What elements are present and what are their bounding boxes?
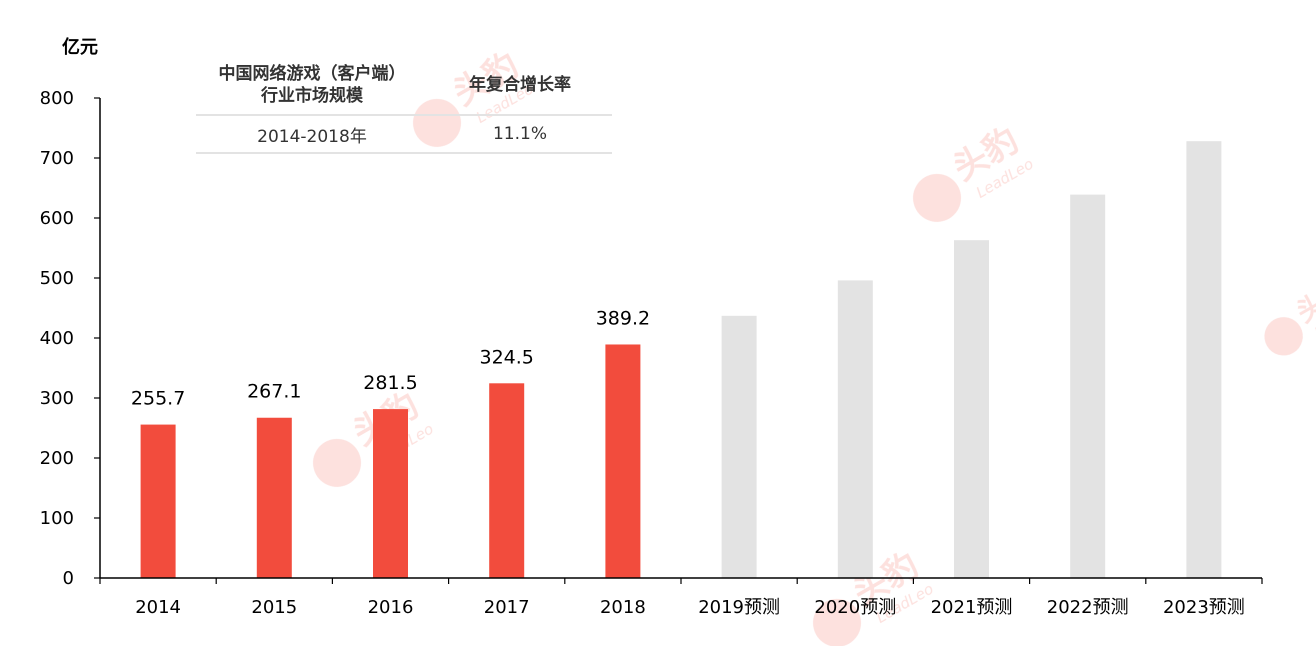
- cagr-header-market-size-line1: 中国网络游戏（客户端）: [218, 64, 406, 84]
- x-tick-label: 2017: [484, 597, 530, 618]
- data-label-2016: 281.5: [363, 372, 417, 394]
- watermark-leopard-icon: [813, 598, 862, 646]
- cagr-header-market-size-line2: 行业市场规模: [261, 86, 363, 106]
- bar-2021预测: [954, 240, 989, 578]
- y-tick-label: 400: [40, 328, 74, 349]
- x-tick-label: 2014: [135, 597, 181, 618]
- x-tick-label: 2021预测: [931, 597, 1013, 618]
- bar-2023预测: [1186, 141, 1222, 578]
- bar-2015: [256, 417, 292, 578]
- axes-group: 0 100 200 300 400 500 600 700 800: [40, 88, 1263, 589]
- cagr-header-market-size: 中国网络游戏（客户端） 行业市场规模: [196, 63, 428, 107]
- bar-2017: [489, 383, 525, 578]
- y-tick-label: 800: [40, 88, 74, 109]
- watermark-leopard-icon: [413, 98, 462, 147]
- watermark-leopard-icon: [913, 173, 962, 222]
- bar-2016: [373, 409, 408, 578]
- bar-2018: [605, 344, 641, 578]
- y-tick-label: 600: [40, 208, 74, 229]
- x-tick-label: 2015: [251, 597, 297, 618]
- x-tick-label: 2023预测: [1163, 597, 1245, 618]
- y-tick-label: 500: [40, 268, 74, 289]
- bar-2020预测: [837, 280, 873, 578]
- y-tick-label: 700: [40, 148, 74, 169]
- y-tick-label: 0: [63, 568, 74, 589]
- data-label-2014: 255.7: [131, 388, 185, 410]
- cagr-period: 2014-2018年: [257, 126, 367, 147]
- x-tick-label: 2018: [600, 597, 646, 618]
- y-tick-label: 100: [40, 508, 74, 529]
- y-axis-unit: 亿元: [62, 36, 98, 58]
- cagr-table-header: 中国网络游戏（客户端） 行业市场规模 年复合增长率: [196, 56, 612, 116]
- watermark-brand: 头豹: [1292, 275, 1316, 329]
- cagr-header-growth-rate: 年复合增长率: [469, 75, 571, 95]
- data-label-2015: 267.1: [247, 381, 301, 403]
- y-tick-label: 300: [40, 388, 74, 409]
- watermark-leopard-icon: [1264, 317, 1303, 356]
- bars-group: 255.7 2014 267.1 2015 281.5 2016 324.5 2017 389.…: [131, 141, 1245, 618]
- x-tick-label: 2019预测: [698, 597, 780, 618]
- watermark-leopard-icon: [313, 438, 362, 487]
- data-label-2018: 389.2: [596, 307, 650, 329]
- x-tick-label: 2020预测: [814, 597, 896, 618]
- bar-2022预测: [1070, 194, 1106, 578]
- bar-2014: [140, 424, 176, 578]
- cagr-table: 中国网络游戏（客户端） 行业市场规模 年复合增长率 2014-2018年 11.…: [196, 56, 612, 154]
- cagr-value: 11.1%: [492, 124, 547, 144]
- x-tick-label: 2016: [368, 597, 414, 618]
- y-tick-label: 200: [40, 448, 74, 469]
- cagr-table-row: 2014-2018年 11.1%: [196, 116, 612, 154]
- bar-2019预测: [721, 315, 757, 578]
- data-label-2017: 324.5: [479, 346, 533, 368]
- x-tick-label: 2022预测: [1047, 597, 1129, 618]
